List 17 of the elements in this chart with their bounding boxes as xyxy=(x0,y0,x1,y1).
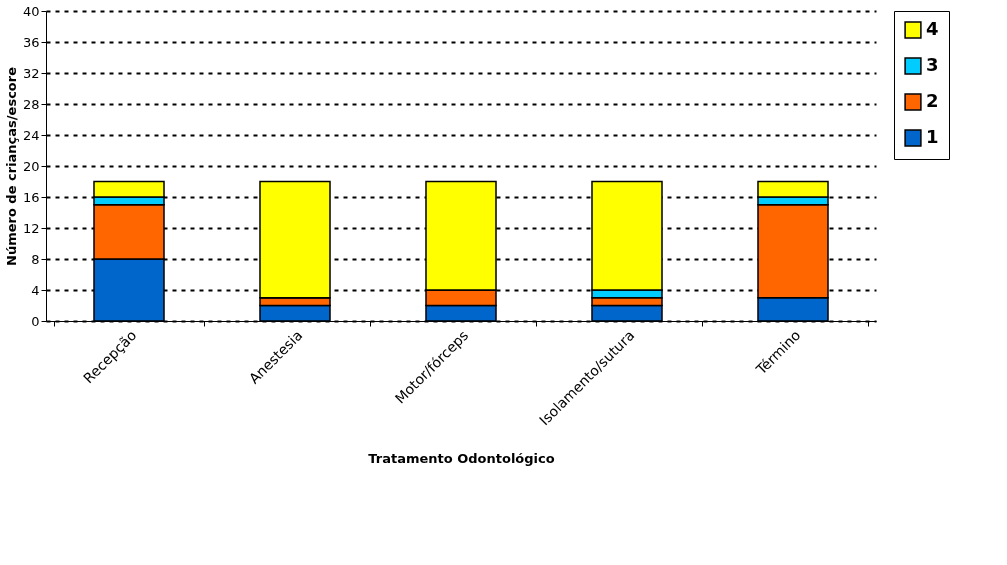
y-tick-label: 24 xyxy=(22,127,40,143)
y-tick-label: 28 xyxy=(22,96,40,112)
y-tick-label: 8 xyxy=(31,251,40,267)
y-tick-label: 12 xyxy=(22,220,40,236)
y-tick-label: 20 xyxy=(22,158,40,174)
y-tick-label: 4 xyxy=(31,282,40,298)
x-axis-title: Tratamento Odontológico xyxy=(368,451,555,467)
legend-label: 2 xyxy=(926,90,939,111)
y-axis-title: Número de crianças/escore xyxy=(3,66,19,266)
legend-label: 3 xyxy=(926,54,939,75)
y-tick-label: 0 xyxy=(31,313,40,329)
legend-label: 1 xyxy=(926,126,939,147)
y-tick-label: 16 xyxy=(22,189,40,205)
y-tick-label: 40 xyxy=(22,3,40,19)
legend-label: 4 xyxy=(926,18,939,39)
y-tick-label: 36 xyxy=(22,34,40,50)
y-tick-label: 32 xyxy=(22,65,40,81)
